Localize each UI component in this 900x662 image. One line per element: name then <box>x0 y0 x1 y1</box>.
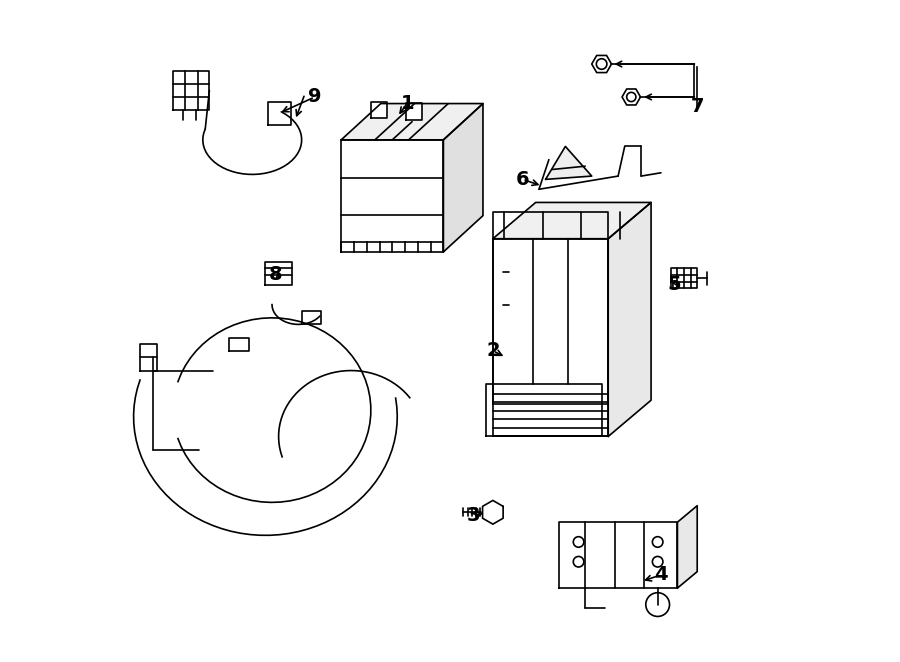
Polygon shape <box>230 338 249 351</box>
Polygon shape <box>622 89 641 105</box>
Text: 2: 2 <box>486 342 500 360</box>
Polygon shape <box>559 522 678 588</box>
Polygon shape <box>444 103 483 252</box>
Text: 3: 3 <box>466 506 480 525</box>
Polygon shape <box>140 344 157 371</box>
Text: 5: 5 <box>667 275 681 295</box>
Polygon shape <box>173 71 210 110</box>
Polygon shape <box>670 268 698 288</box>
Polygon shape <box>341 103 483 140</box>
Polygon shape <box>486 384 601 436</box>
Text: 1: 1 <box>400 94 414 113</box>
Polygon shape <box>302 311 321 324</box>
Polygon shape <box>371 101 386 118</box>
Polygon shape <box>591 56 611 73</box>
Polygon shape <box>493 213 608 404</box>
Text: 6: 6 <box>516 170 529 189</box>
Polygon shape <box>482 500 503 524</box>
Polygon shape <box>407 103 422 120</box>
Polygon shape <box>266 261 292 285</box>
Polygon shape <box>493 239 608 436</box>
Polygon shape <box>608 203 651 436</box>
Polygon shape <box>545 146 591 179</box>
Polygon shape <box>341 140 444 252</box>
Polygon shape <box>268 102 292 125</box>
Text: 4: 4 <box>654 565 668 585</box>
Text: 9: 9 <box>308 87 321 107</box>
Text: 7: 7 <box>690 97 704 117</box>
Polygon shape <box>493 203 651 239</box>
Text: 8: 8 <box>268 265 282 285</box>
Polygon shape <box>678 506 698 588</box>
